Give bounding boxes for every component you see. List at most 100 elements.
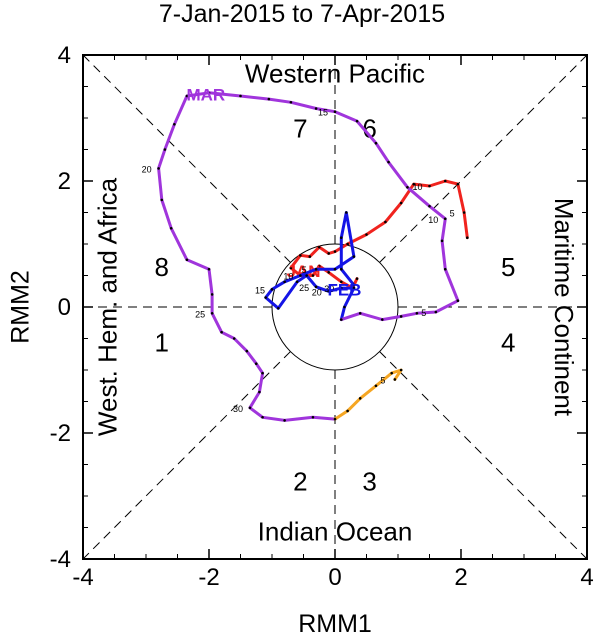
day-marker (399, 368, 403, 372)
day-label: 15 (318, 108, 328, 118)
day-marker (314, 285, 318, 289)
day-marker (295, 280, 299, 284)
day-marker (466, 236, 469, 239)
day-marker (277, 306, 280, 310)
unit-circle (271, 243, 399, 371)
x-tick-label: -2 (198, 564, 219, 591)
day-marker (374, 384, 378, 388)
phase-label-2: 2 (293, 466, 307, 496)
day-label: 25 (195, 309, 205, 319)
x-tick-label: 2 (454, 564, 467, 591)
y-axis-label: RMM2 (7, 270, 35, 344)
phase-label-4: 4 (501, 328, 515, 358)
day-label: 20 (142, 164, 152, 174)
day-marker (352, 255, 356, 258)
day-marker (384, 220, 387, 224)
day-label: 10 (428, 215, 438, 225)
day-label: 5 (421, 308, 426, 318)
day-marker (358, 312, 362, 315)
day-marker (333, 417, 337, 421)
day-marker (390, 371, 394, 375)
day-label: 30 (233, 404, 243, 414)
day-marker (254, 362, 258, 366)
day-marker (289, 100, 293, 104)
day-marker (345, 211, 348, 214)
x-tick-label: -4 (72, 564, 93, 591)
day-marker (346, 409, 349, 413)
day-marker (393, 378, 397, 381)
day-marker (185, 258, 189, 262)
day-marker (299, 254, 302, 257)
day-marker (210, 312, 214, 315)
day-marker (443, 179, 447, 183)
day-label: 10 (283, 272, 293, 282)
phase-label-5: 5 (501, 252, 515, 282)
diagonal-divider-ne (379, 54, 588, 263)
day-marker (440, 239, 444, 243)
y-tick-label: 2 (58, 168, 71, 195)
series-line-mar (157, 91, 460, 422)
day-marker (311, 274, 315, 277)
day-marker (333, 110, 337, 113)
day-marker (317, 245, 321, 249)
day-marker (210, 293, 214, 296)
phase-label-8: 8 (155, 252, 169, 282)
month-label-feb: FEB (327, 281, 361, 300)
y-tick-label: 4 (58, 42, 71, 69)
day-label: 30 (324, 284, 334, 294)
day-marker (352, 286, 356, 290)
day-marker (207, 267, 211, 271)
day-marker (317, 264, 321, 268)
day-marker (314, 107, 318, 110)
day-marker (239, 94, 242, 98)
day-label: 5 (450, 209, 455, 219)
day-label: 10 (412, 182, 422, 192)
day-marker (308, 255, 312, 258)
series-line-jan (289, 179, 469, 290)
day-marker (248, 406, 252, 410)
day-marker (358, 397, 362, 400)
day-marker (374, 141, 378, 145)
day-label: 20 (312, 287, 322, 297)
day-marker (169, 226, 173, 230)
day-marker (415, 312, 419, 315)
day-marker (399, 201, 403, 205)
day-label: 5 (380, 375, 385, 385)
day-marker (434, 310, 438, 314)
phase-label-1: 1 (155, 328, 169, 358)
day-marker (207, 91, 211, 95)
day-marker (340, 280, 343, 284)
day-marker (157, 167, 160, 170)
phase-label-3: 3 (362, 466, 376, 496)
day-marker (340, 267, 343, 271)
day-marker (462, 211, 466, 214)
day-marker (160, 198, 164, 202)
x-tick-label: 4 (580, 564, 593, 591)
y-tick-label: -2 (50, 420, 71, 447)
day-marker (264, 296, 268, 299)
day-marker (333, 250, 337, 253)
day-marker (270, 288, 274, 291)
phase-label-6: 6 (362, 113, 376, 143)
day-marker (399, 315, 403, 318)
diagonal-divider-nw (82, 54, 291, 263)
day-marker (258, 390, 261, 394)
diagonal-divider-sw (82, 351, 291, 560)
day-marker (340, 318, 343, 321)
month-label-mar: MAR (186, 85, 225, 104)
day-marker (283, 280, 286, 284)
day-marker (220, 330, 223, 334)
day-marker (340, 286, 343, 290)
series-line-feb (264, 211, 356, 322)
day-marker (333, 267, 337, 271)
day-marker (456, 182, 460, 186)
day-marker (305, 274, 308, 277)
day-marker (261, 371, 264, 375)
day-label: 25 (299, 283, 309, 293)
day-marker (232, 337, 236, 340)
day-marker (245, 349, 249, 353)
day-marker (299, 274, 302, 277)
